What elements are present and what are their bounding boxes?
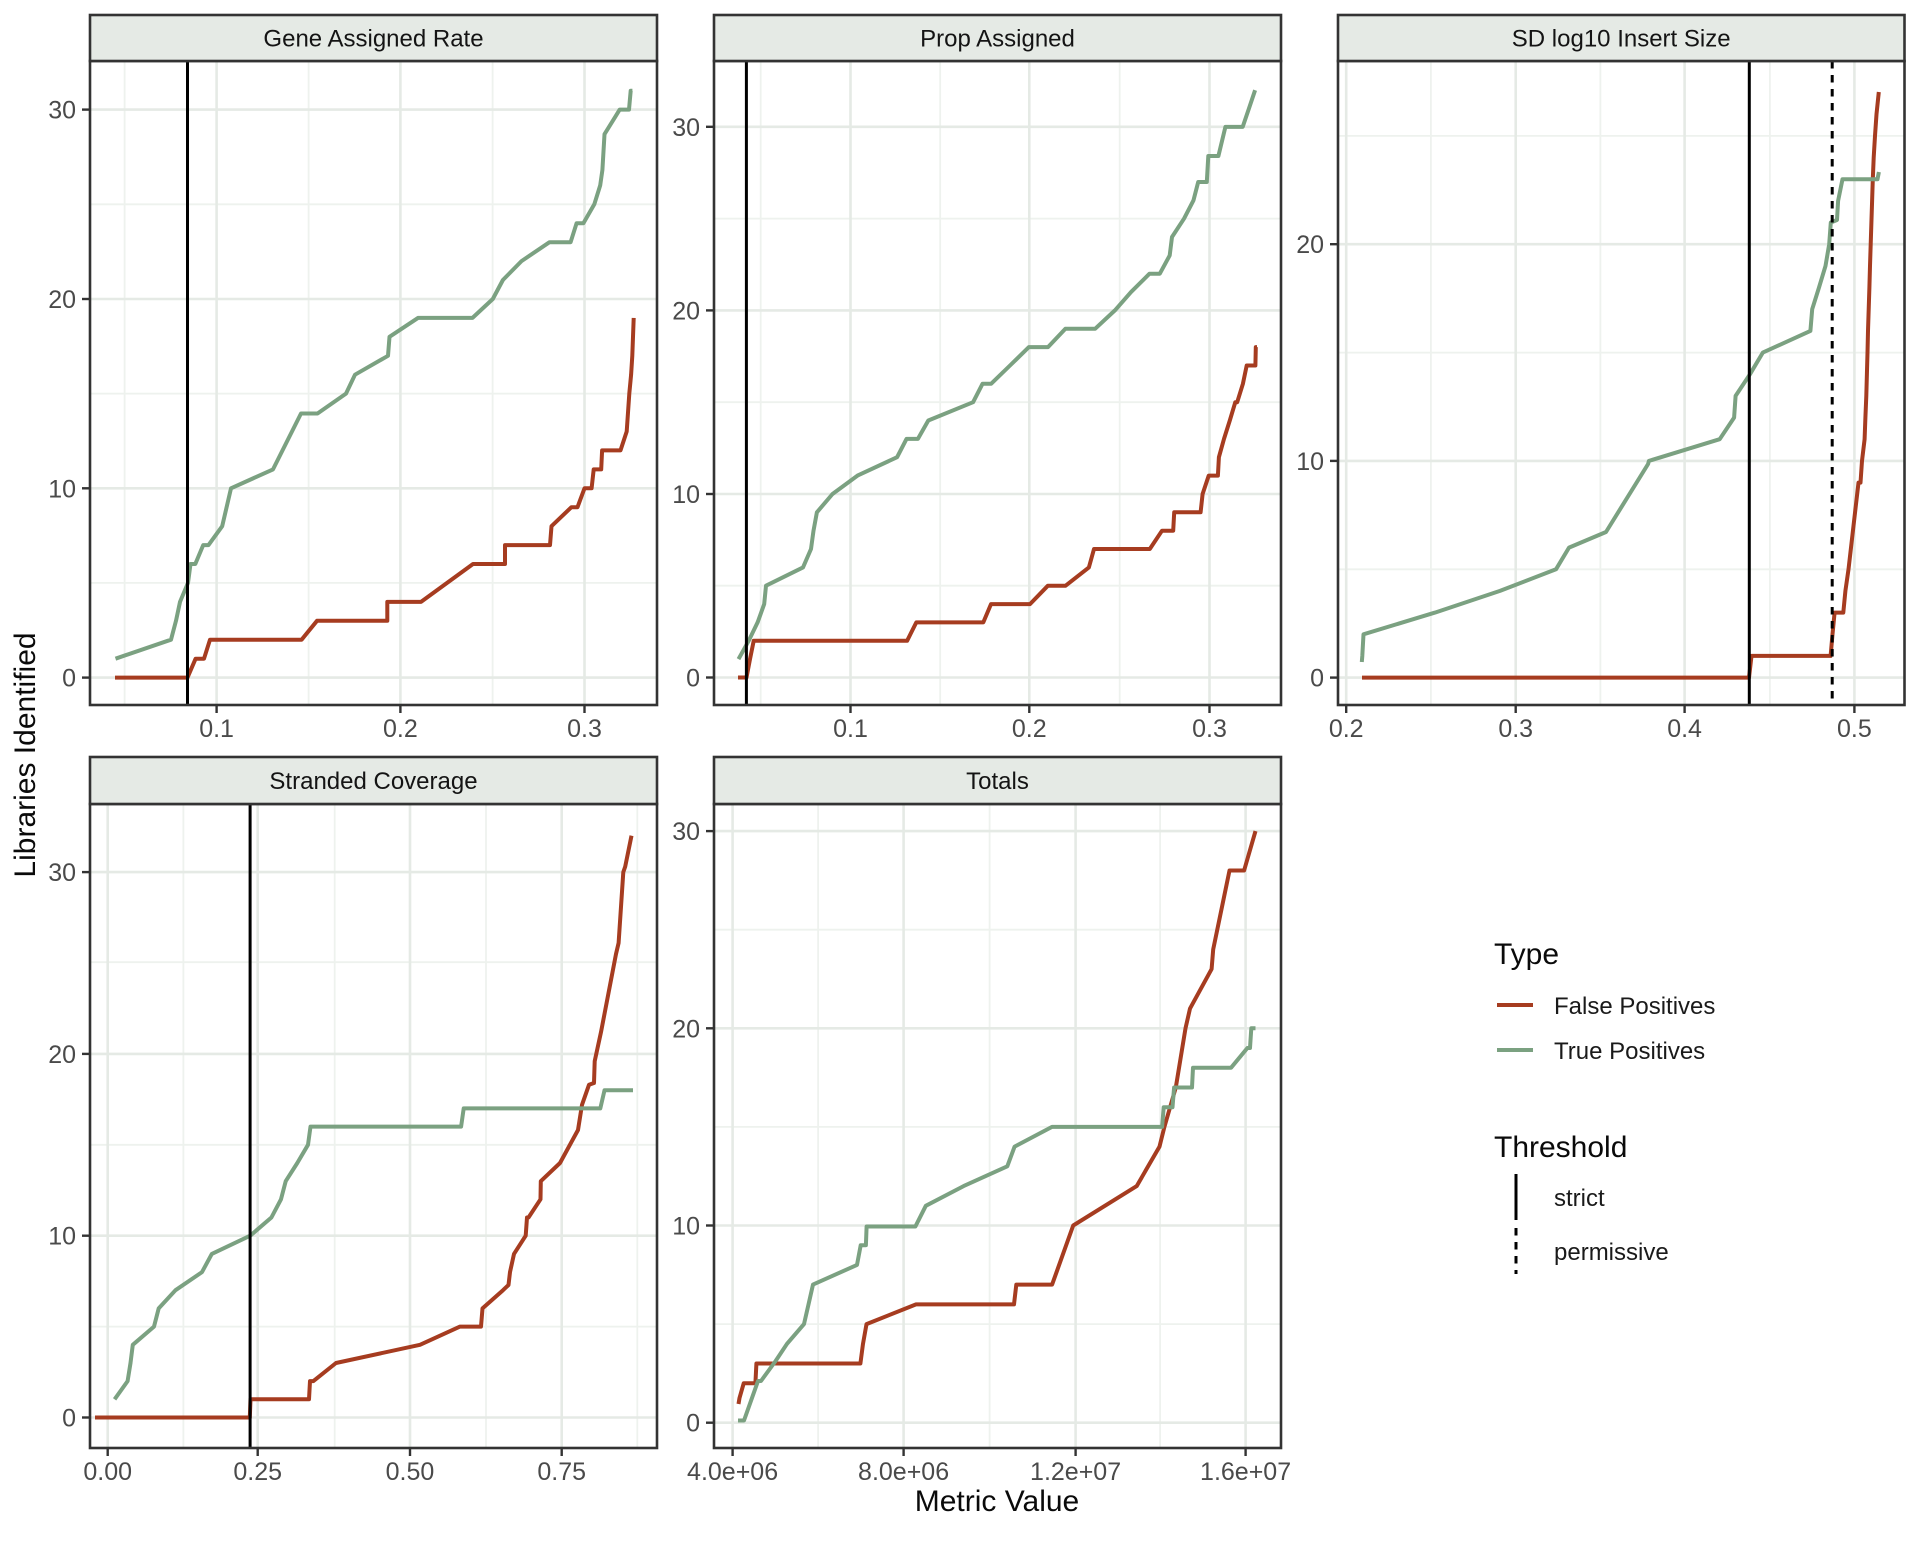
- svg-text:Type: Type: [1494, 938, 1559, 971]
- svg-text:0.2: 0.2: [383, 715, 418, 743]
- svg-text:10: 10: [672, 481, 700, 509]
- svg-text:0: 0: [1310, 665, 1324, 693]
- svg-text:1.6e+07: 1.6e+07: [1200, 1458, 1291, 1486]
- svg-text:10: 10: [672, 1213, 700, 1241]
- svg-text:strict: strict: [1554, 1185, 1605, 1212]
- svg-text:0.2: 0.2: [1012, 715, 1047, 743]
- svg-text:Libraries Identified: Libraries Identified: [9, 632, 42, 877]
- svg-text:Totals: Totals: [966, 768, 1029, 795]
- svg-text:Stranded Coverage: Stranded Coverage: [269, 768, 477, 795]
- svg-text:20: 20: [48, 286, 76, 314]
- svg-text:0.3: 0.3: [567, 715, 602, 743]
- svg-text:10: 10: [48, 475, 76, 503]
- svg-text:0.25: 0.25: [233, 1458, 282, 1486]
- svg-text:0.2: 0.2: [1329, 715, 1364, 743]
- svg-text:0: 0: [62, 1405, 76, 1433]
- svg-text:0: 0: [686, 1410, 700, 1438]
- svg-text:20: 20: [672, 1015, 700, 1043]
- svg-text:0.1: 0.1: [199, 715, 234, 743]
- svg-text:Gene Assigned Rate: Gene Assigned Rate: [263, 26, 483, 53]
- svg-text:Prop Assigned: Prop Assigned: [920, 26, 1075, 53]
- svg-text:0: 0: [686, 665, 700, 693]
- svg-text:0.3: 0.3: [1498, 715, 1533, 743]
- svg-text:permissive: permissive: [1554, 1239, 1669, 1266]
- svg-text:4.0e+06: 4.0e+06: [687, 1458, 778, 1486]
- svg-text:8.0e+06: 8.0e+06: [858, 1458, 949, 1486]
- svg-text:0.00: 0.00: [83, 1458, 132, 1486]
- svg-text:30: 30: [672, 818, 700, 846]
- svg-text:20: 20: [672, 297, 700, 325]
- svg-text:SD log10 Insert Size: SD log10 Insert Size: [1512, 26, 1731, 53]
- svg-text:Threshold: Threshold: [1494, 1131, 1627, 1164]
- svg-text:True Positives: True Positives: [1554, 1038, 1705, 1065]
- svg-text:False Positives: False Positives: [1554, 993, 1715, 1020]
- svg-text:0: 0: [62, 665, 76, 693]
- svg-text:30: 30: [48, 859, 76, 887]
- svg-text:20: 20: [1296, 231, 1324, 259]
- svg-text:0.4: 0.4: [1667, 715, 1702, 743]
- svg-text:0.50: 0.50: [386, 1458, 435, 1486]
- svg-text:Metric Value: Metric Value: [915, 1485, 1080, 1518]
- svg-text:0.5: 0.5: [1837, 715, 1872, 743]
- svg-text:0.75: 0.75: [537, 1458, 586, 1486]
- svg-text:10: 10: [1296, 448, 1324, 476]
- svg-text:20: 20: [48, 1041, 76, 1069]
- svg-text:30: 30: [672, 114, 700, 142]
- svg-text:0.1: 0.1: [833, 715, 868, 743]
- svg-text:10: 10: [48, 1223, 76, 1251]
- svg-text:1.2e+07: 1.2e+07: [1030, 1458, 1121, 1486]
- svg-text:30: 30: [48, 97, 76, 125]
- svg-text:0.3: 0.3: [1192, 715, 1227, 743]
